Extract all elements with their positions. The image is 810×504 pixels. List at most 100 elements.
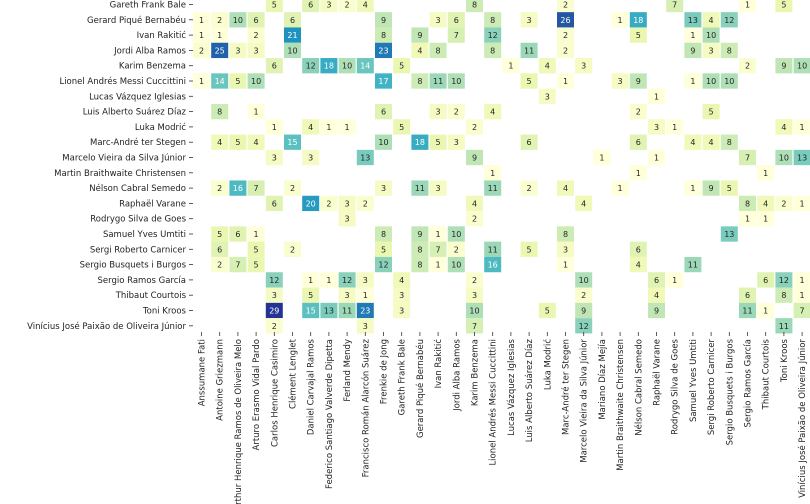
- cell-value-label: 1: [199, 31, 204, 40]
- heatmap-cell: [593, 149, 611, 166]
- cell-value-label: 10: [451, 230, 461, 239]
- heatmap-cell: [684, 134, 702, 150]
- heatmap-cell: [557, 180, 574, 196]
- heatmap-cell: [338, 0, 356, 13]
- cell-value-label: 13: [688, 16, 698, 25]
- heatmap-cell: [411, 73, 429, 89]
- heatmap-cell: [411, 27, 429, 43]
- heatmap-cell: [284, 180, 301, 196]
- cell-value-label: 1: [326, 123, 331, 132]
- cell-value-label: 3: [618, 77, 623, 86]
- heatmap-cell: [211, 73, 229, 89]
- heatmap-cell: [265, 318, 283, 334]
- heatmap-cell: [411, 134, 429, 150]
- cell-value-label: 20: [306, 199, 316, 208]
- heatmap-cell: [775, 149, 793, 166]
- cell-value-label: 6: [381, 108, 386, 117]
- heatmap-cell: [466, 149, 483, 166]
- cell-value-label: 2: [272, 322, 277, 331]
- heatmap-cell: [739, 58, 756, 74]
- row-label: Sergio Ramos García: [97, 276, 186, 286]
- cell-value-label: 7: [745, 154, 750, 163]
- row-label: Samuel Yves Umtiti: [103, 230, 186, 240]
- cell-value-label: 13: [724, 230, 734, 239]
- heatmap-cell: [739, 287, 756, 303]
- heatmap-cell: [265, 287, 283, 303]
- cell-value-label: 3: [436, 184, 441, 193]
- heatmap-cell: [775, 318, 793, 334]
- heatmap-cell: [247, 241, 265, 257]
- heatmap-cell: [484, 241, 502, 257]
- cell-value-label: 2: [781, 199, 786, 208]
- cell-value-label: 1: [563, 261, 568, 270]
- cell-value-label: 11: [524, 46, 534, 55]
- heatmap-cell: [720, 42, 738, 59]
- cell-value-label: 1: [800, 276, 805, 285]
- heatmap-cell: [466, 287, 483, 303]
- heatmap-cell: [684, 12, 702, 28]
- heatmap-cell: [211, 226, 229, 242]
- heatmap-cell: [557, 256, 574, 273]
- cell-value-label: 2: [454, 245, 459, 254]
- cell-value-label: 2: [563, 46, 568, 55]
- heatmap-cell: [211, 12, 229, 28]
- cell-value-label: 11: [742, 307, 752, 316]
- heatmap-cell: [648, 272, 665, 288]
- heatmap-cell: [757, 165, 775, 181]
- heatmap-cell: [265, 0, 283, 13]
- heatmap-cell: [757, 272, 775, 288]
- cell-value-label: 16: [488, 261, 498, 270]
- cell-value-label: 1: [654, 92, 659, 101]
- cell-value-label: 1: [800, 199, 805, 208]
- heatmap-cell: [775, 287, 793, 303]
- heatmap-cell: [648, 287, 665, 303]
- heatmap-cell: [466, 302, 483, 319]
- cell-value-label: 1: [690, 184, 695, 193]
- heatmap-cell: [720, 12, 738, 28]
- heatmap-cell: [411, 226, 429, 242]
- cell-value-label: 6: [763, 276, 768, 285]
- heatmap-cell: [302, 119, 320, 135]
- heatmap-cell: [375, 27, 392, 43]
- row-label: Sergio Busquets i Burgos: [80, 261, 187, 271]
- cell-value-label: 6: [235, 230, 240, 239]
- cell-value-label: 3: [363, 322, 368, 331]
- row-label: Rodrygo Silva de Goes: [90, 215, 186, 225]
- cell-value-label: 8: [563, 230, 568, 239]
- heatmap-cell: [320, 302, 338, 319]
- cell-value-label: 5: [781, 1, 786, 10]
- heatmap-cell: [411, 42, 429, 59]
- column-label: Raphaël Varane: [653, 339, 663, 406]
- row-label: Raphaël Varane: [119, 199, 186, 209]
- cell-value-label: 1: [690, 31, 695, 40]
- cell-value-label: 3: [308, 154, 313, 163]
- heatmap-cell: [356, 0, 374, 13]
- heatmap-cell: [229, 134, 247, 150]
- heatmap-cell: [338, 287, 356, 303]
- cell-value-label: 6: [636, 138, 641, 147]
- heatmap-cell: [684, 42, 702, 59]
- heatmap-cell: [702, 73, 720, 89]
- heatmap-cell: [702, 27, 720, 43]
- heatmap-cell: [265, 119, 283, 135]
- heatmap-cell: [520, 42, 538, 59]
- heatmap-cell: [557, 241, 574, 257]
- heatmap-cell: [720, 226, 738, 242]
- heatmap-cell: [611, 73, 629, 89]
- heatmap-cell: [320, 0, 338, 13]
- heatmap-cell: [466, 195, 483, 212]
- heatmap-cell: [629, 134, 647, 150]
- cell-value-label: 6: [454, 16, 459, 25]
- cell-value-label: 9: [381, 16, 386, 25]
- column-label: Clément Lenglet: [288, 338, 299, 409]
- cell-value-label: 1: [199, 77, 204, 86]
- column-label: Nélson Cabral Semedo: [633, 339, 644, 436]
- cell-value-label: 10: [233, 16, 243, 25]
- heatmap-cell: [247, 134, 265, 150]
- heatmap-cell: [447, 241, 465, 257]
- heatmap-cell: [284, 241, 301, 257]
- column-label: Carlos Henrique Casimiro: [270, 339, 280, 447]
- cell-value-label: 3: [272, 154, 277, 163]
- cell-value-label: 4: [709, 138, 714, 147]
- heatmap-cell: [775, 272, 793, 288]
